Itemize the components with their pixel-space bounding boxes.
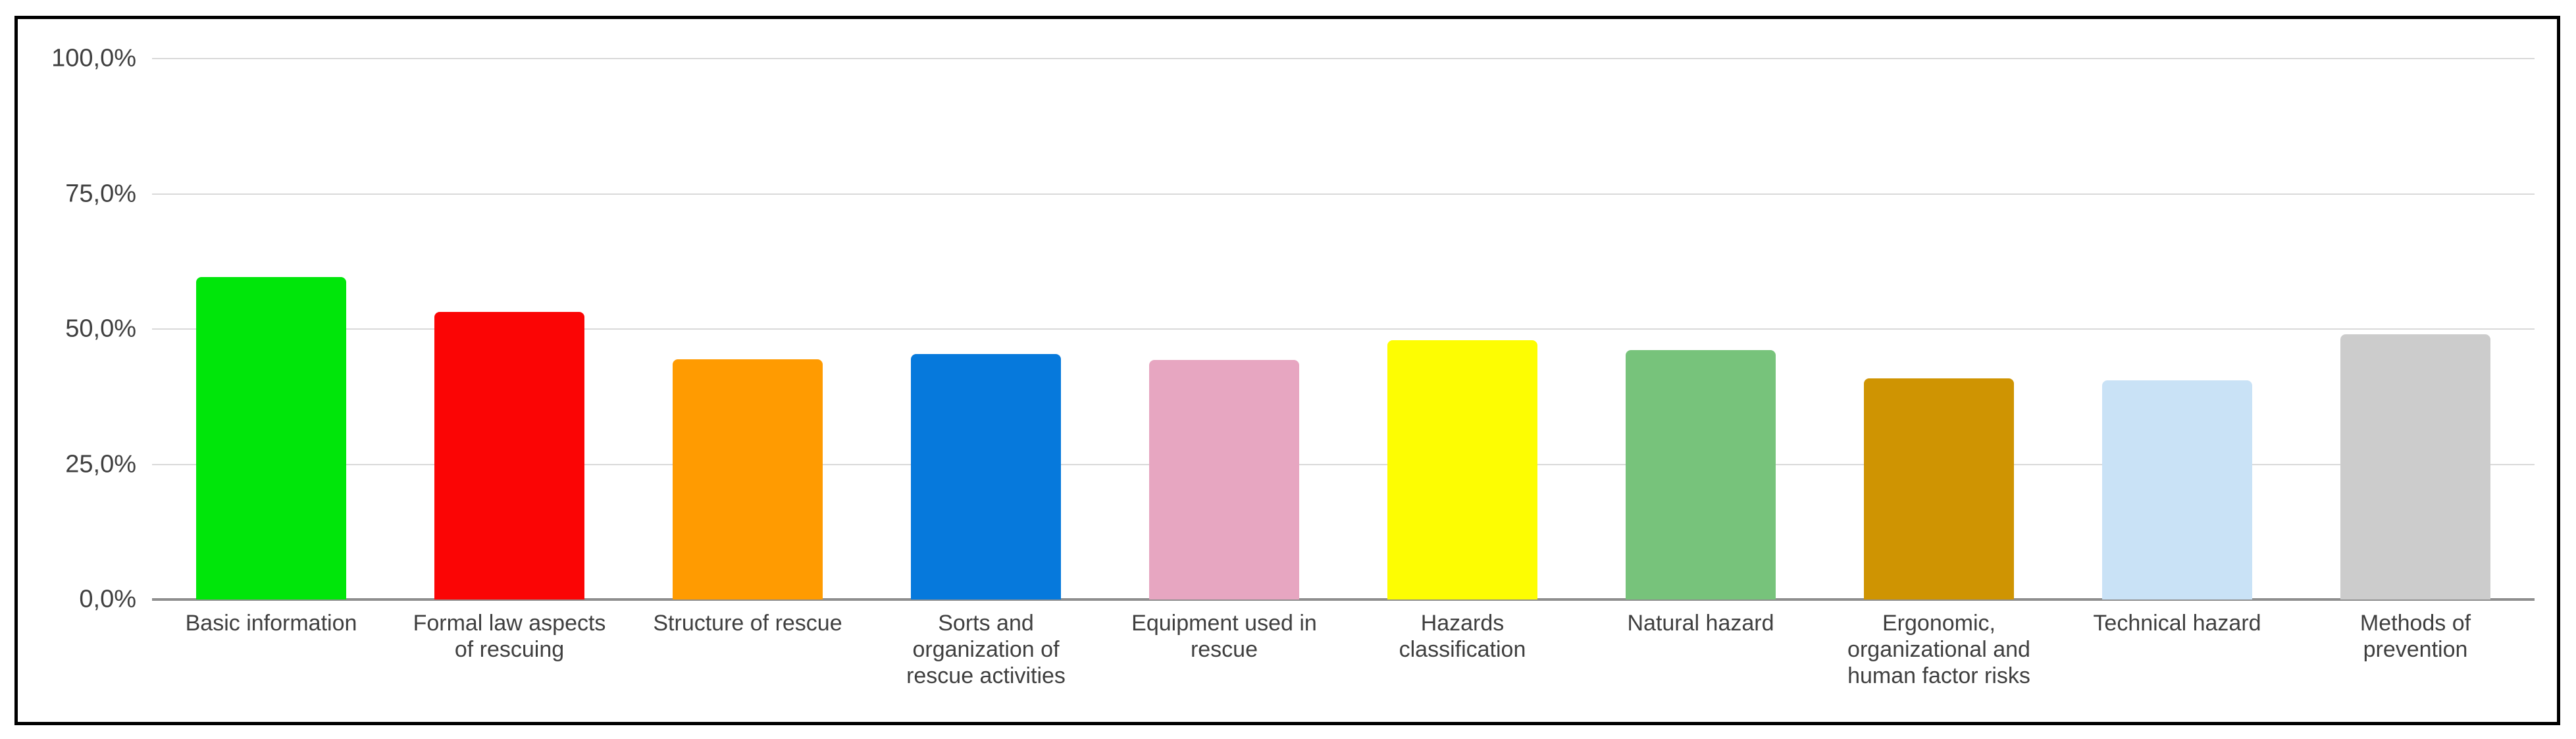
bar-slot: [390, 59, 629, 599]
category-label: Technical hazard: [2093, 611, 2261, 636]
category-label: Hazards classification: [1399, 611, 1526, 663]
category-label: Formal law aspects of rescuing: [413, 611, 606, 663]
y-tick-label: 50,0%: [65, 315, 136, 343]
gridline-25: [152, 463, 2535, 465]
bar: [195, 277, 347, 599]
bar: [2101, 380, 2253, 599]
y-tick-label: 75,0%: [65, 180, 136, 207]
y-tick-label: 25,0%: [65, 450, 136, 478]
bar: [2340, 334, 2491, 599]
bar-slot: [1582, 59, 1820, 599]
bar-slot: [152, 59, 390, 599]
bar: [910, 353, 1062, 599]
bar-slot: [2296, 59, 2535, 599]
x-axis-line: [152, 598, 2535, 601]
category-label-slot: Technical hazard: [2058, 610, 2296, 689]
category-label: Equipment used in rescue: [1131, 611, 1317, 663]
bar-slot: [867, 59, 1105, 599]
bar-slot: [2058, 59, 2296, 599]
category-label-slot: Equipment used in rescue: [1105, 610, 1343, 689]
gridline-50: [152, 328, 2535, 330]
bar: [1863, 378, 2015, 599]
category-label-slot: Ergonomic, organizational and human fact…: [1820, 610, 2058, 689]
bar-slot: [1105, 59, 1343, 599]
category-label-slot: Methods of prevention: [2296, 610, 2535, 689]
category-label-slot: Sorts and organization of rescue activit…: [867, 610, 1105, 689]
category-labels-row: Basic information Formal law aspects of r…: [152, 610, 2535, 689]
category-label-slot: Natural hazard: [1582, 610, 1820, 689]
category-label-slot: Structure of rescue: [629, 610, 867, 689]
category-label: Structure of rescue: [653, 611, 842, 636]
category-label: Natural hazard: [1627, 611, 1774, 636]
category-label: Ergonomic, organizational and human fact…: [1847, 611, 2030, 689]
bar: [1387, 340, 1538, 599]
y-tick-label: 0,0%: [79, 585, 136, 613]
bar-slot: [1343, 59, 1582, 599]
category-label: Methods of prevention: [2359, 611, 2471, 663]
bar-slot: [1820, 59, 2058, 599]
bar: [1148, 359, 1300, 599]
bar-slot: [629, 59, 867, 599]
gridline-100: [152, 58, 2535, 59]
bar: [434, 311, 585, 599]
bar: [1625, 350, 1776, 599]
category-label-slot: Formal law aspects of rescuing: [390, 610, 629, 689]
category-label-slot: Hazards classification: [1343, 610, 1582, 689]
gridline-75: [152, 193, 2535, 195]
category-label: Sorts and organization of rescue activit…: [906, 611, 1066, 689]
plot-area: [152, 58, 2535, 601]
category-label-slot: Basic information: [152, 610, 390, 689]
y-tick-label: 100,0%: [51, 44, 136, 72]
category-label: Basic information: [185, 611, 357, 636]
bars-row: [152, 59, 2535, 599]
chart-frame: 100,0% 75,0% 50,0% 25,0% 0,0% Basic informat…: [14, 16, 2560, 725]
bar: [672, 359, 823, 599]
